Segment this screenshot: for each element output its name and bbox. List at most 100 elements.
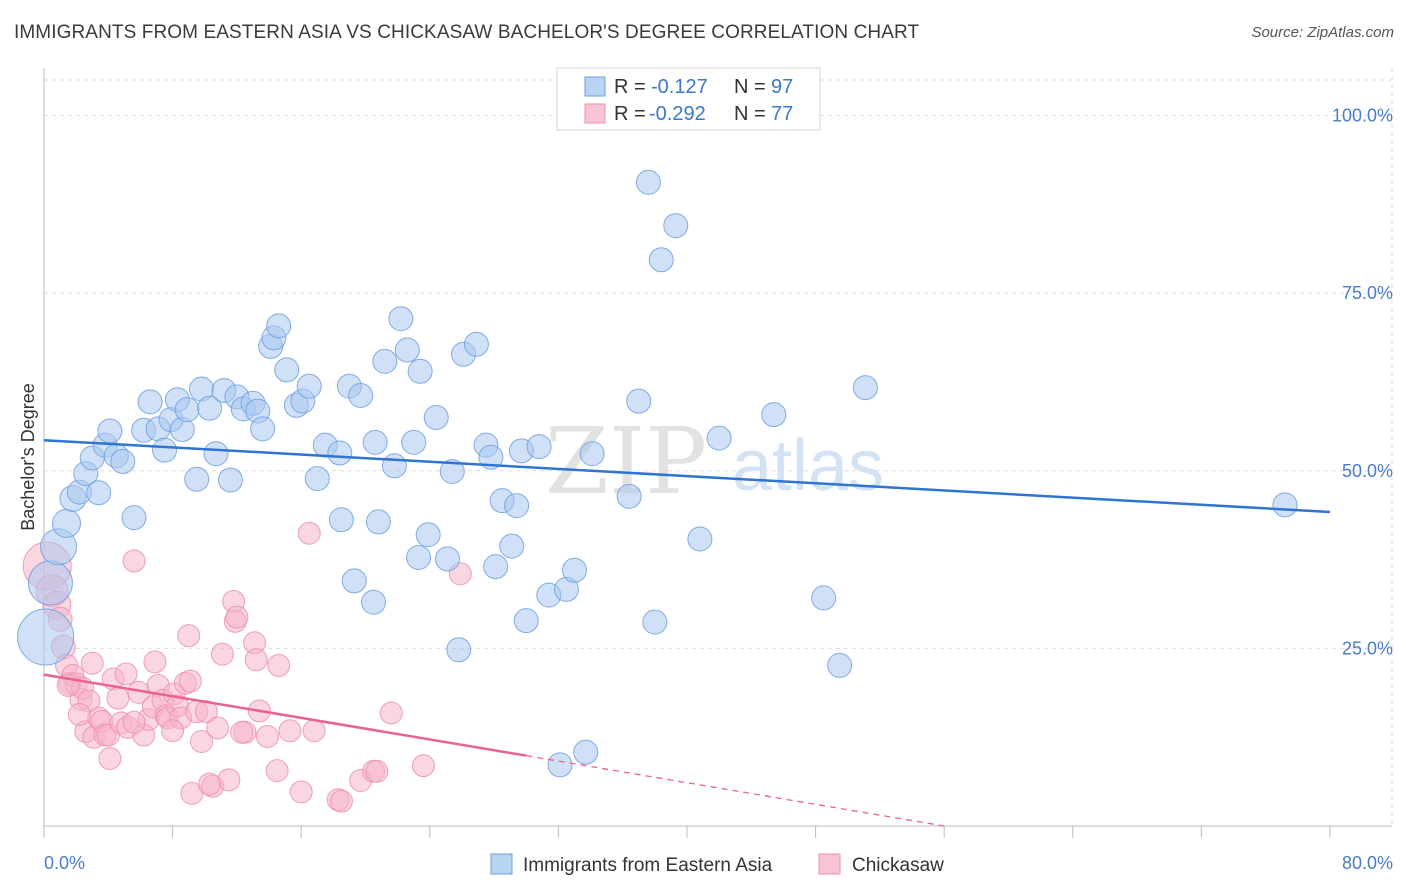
grid-lines [44,68,1393,826]
axes [43,68,1392,838]
chickasaw-point-48 [217,768,241,792]
eastern-asia-point-86 [706,425,732,451]
legend-r-label-2: R = [614,103,646,125]
eastern-asia-point-84 [663,213,689,239]
chickasaw-point-68 [411,754,435,778]
legend-n-label-1: N = [734,76,766,98]
eastern-asia-point-60 [439,458,465,484]
series-eastern-asia [17,169,1298,778]
chickasaw-point-73 [161,719,185,743]
eastern-asia-point-50 [372,348,398,374]
eastern-asia-point-51 [381,453,407,479]
chickasaw-point-71 [67,702,91,726]
eastern-asia-point-48 [365,509,391,535]
eastern-asia-point-69 [504,493,530,519]
eastern-asia-point-45 [348,382,374,408]
chickasaw-point-19 [98,747,122,771]
eastern-asia-point-10 [97,418,123,444]
eastern-asia-point-0 [17,608,75,666]
eastern-asia-point-21 [174,397,200,423]
eastern-asia-point-81 [635,169,661,195]
eastern-asia-point-71 [513,608,539,634]
eastern-asia-point-47 [361,589,387,615]
eastern-asia-point-87 [761,402,787,428]
y-tick-labels: 25.0% 50.0% 75.0% 100.0% [1332,106,1393,659]
chart-source: Source: ZipAtlas.com [1251,24,1394,41]
chickasaw-point-63 [329,789,353,813]
x-tick-labels: 0.0% 80.0% [44,853,1393,873]
eastern-asia-point-46 [341,568,367,594]
eastern-asia-point-85 [687,526,713,552]
eastern-asia-point-53 [394,337,420,363]
eastern-asia-point-39 [296,373,322,399]
eastern-asia-point-40 [304,466,330,492]
eastern-asia-point-24 [197,395,223,421]
trend-line-chickasaw-extrapolated [526,755,945,827]
eastern-asia-point-78 [579,441,605,467]
stats-legend: R = -0.127 N = 97 R = -0.292 N = 77 [556,67,821,131]
series-legend: Immigrants from Eastern Asia Chickasaw [490,853,944,876]
bottom-legend-swatch-blue [490,853,513,875]
eastern-asia-point-49 [362,429,388,455]
eastern-asia-point-90 [852,375,878,401]
eastern-asia-point-66 [483,554,509,580]
legend-r-value-2: -0.292 [649,103,706,125]
eastern-asia-point-15 [137,389,163,415]
chickasaw-point-57 [267,653,291,677]
bottom-legend-label-chickasaw: Chickasaw [852,855,944,876]
eastern-asia-point-52 [388,306,414,332]
eastern-asia-point-63 [463,331,489,357]
chickasaw-point-59 [289,780,313,804]
trend-line-chickasaw [43,673,527,757]
chickasaw-point-43 [190,729,214,753]
y-tick-label-3: 100.0% [1332,106,1393,126]
chickasaw-point-47 [210,642,234,666]
y-tick-label-2: 75.0% [1342,283,1393,303]
eastern-asia-point-80 [626,388,652,414]
eastern-asia-point-8 [86,480,112,506]
eastern-asia-point-91 [1272,492,1298,518]
chickasaw-point-21 [106,686,130,710]
bottom-legend-swatch-pink [818,853,841,875]
y-tick-label-0: 25.0% [1342,638,1393,658]
chickasaw-point-13 [80,651,104,675]
eastern-asia-point-68 [499,533,525,559]
trend-lines [43,438,1331,827]
chickasaw-point-30 [143,650,167,674]
eastern-asia-point-42 [327,440,353,466]
eastern-asia-point-82 [642,609,668,635]
chickasaw-point-23 [114,662,138,686]
eastern-asia-point-72 [526,434,552,460]
chickasaw-point-44 [194,700,218,724]
chickasaw-point-72 [122,710,146,734]
chickasaw-point-66 [365,759,389,783]
y-tick-label-1: 50.0% [1342,461,1393,481]
series-chickasaw [22,521,472,813]
chickasaw-point-74 [198,772,222,796]
watermark-atlas: atlas [732,426,884,506]
eastern-asia-point-77 [573,739,599,765]
legend-r-label-1: R = [614,76,646,98]
eastern-asia-point-56 [406,544,432,570]
chickasaw-point-39 [177,624,201,648]
legend-r-value-1: -0.127 [651,76,708,98]
eastern-asia-point-43 [328,507,354,533]
chickasaw-point-61 [302,719,326,743]
eastern-asia-point-36 [274,357,300,383]
chickasaw-point-60 [297,521,321,545]
legend-n-label-2: N = [734,103,766,125]
legend-swatch-pink [584,103,606,124]
eastern-asia-point-54 [401,429,427,455]
chart-title: IMMIGRANTS FROM EASTERN ASIA VS CHICKASA… [14,22,920,43]
chickasaw-point-76 [255,724,279,748]
eastern-asia-point-65 [478,444,504,470]
eastern-asia-point-55 [407,358,433,384]
eastern-asia-point-12 [110,449,136,475]
chickasaw-point-54 [244,648,268,672]
eastern-asia-point-74 [547,752,573,778]
eastern-asia-point-61 [446,637,472,663]
eastern-asia-point-27 [217,467,243,493]
trend-line-eastern-asia [43,438,1331,514]
x-tick-label-max: 80.0% [1342,853,1393,873]
